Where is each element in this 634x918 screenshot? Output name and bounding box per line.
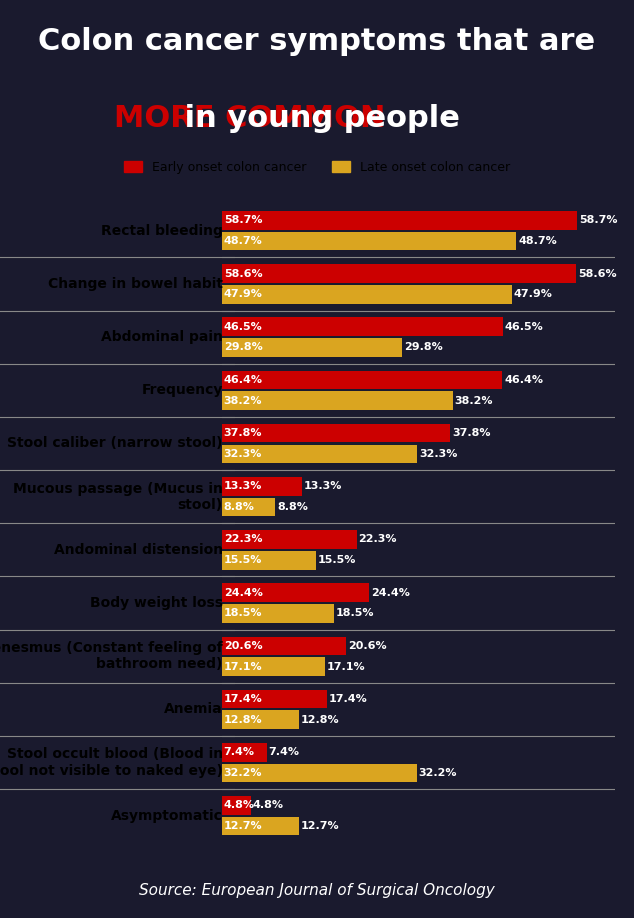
Text: Stool occult blood (Blood in
stool not visible to naked eye): Stool occult blood (Blood in stool not v… xyxy=(0,747,223,778)
Bar xyxy=(222,531,357,549)
Bar xyxy=(222,498,275,516)
Text: 8.8%: 8.8% xyxy=(277,502,307,512)
Text: Abdominal pain: Abdominal pain xyxy=(101,330,223,344)
Bar xyxy=(222,232,517,251)
Text: 12.8%: 12.8% xyxy=(224,715,262,725)
Text: 18.5%: 18.5% xyxy=(335,609,374,619)
Text: 15.5%: 15.5% xyxy=(224,555,262,565)
Text: 20.6%: 20.6% xyxy=(224,641,262,651)
Text: 47.9%: 47.9% xyxy=(224,289,262,299)
Text: 46.5%: 46.5% xyxy=(224,321,262,331)
Text: Andominal distension: Andominal distension xyxy=(54,543,223,557)
Text: 38.2%: 38.2% xyxy=(455,396,493,406)
Text: 32.2%: 32.2% xyxy=(418,768,457,778)
Bar xyxy=(222,711,299,729)
Bar xyxy=(222,636,346,655)
Text: Tenesmus (Constant feeling of
bathroom need): Tenesmus (Constant feeling of bathroom n… xyxy=(0,641,223,671)
Text: Asymptomatic: Asymptomatic xyxy=(111,809,223,823)
Bar xyxy=(222,371,503,389)
Text: 12.8%: 12.8% xyxy=(301,715,340,725)
Text: 46.5%: 46.5% xyxy=(505,321,544,331)
Text: 48.7%: 48.7% xyxy=(224,236,262,246)
Text: Source: European Journal of Surgical Oncology: Source: European Journal of Surgical Onc… xyxy=(139,883,495,898)
Text: Colon cancer symptoms that are: Colon cancer symptoms that are xyxy=(39,27,595,56)
Bar xyxy=(222,444,417,464)
Text: 15.5%: 15.5% xyxy=(318,555,356,565)
Text: Body weight loss: Body weight loss xyxy=(90,596,223,610)
Text: 7.4%: 7.4% xyxy=(268,747,299,757)
Bar xyxy=(222,424,451,442)
Bar xyxy=(222,604,333,622)
Bar xyxy=(222,657,325,676)
Bar xyxy=(222,817,299,835)
Text: Rectal bleeding: Rectal bleeding xyxy=(101,224,223,238)
Bar xyxy=(222,391,453,410)
Text: in young people: in young people xyxy=(174,105,460,133)
Text: 17.4%: 17.4% xyxy=(224,694,262,704)
Text: 22.3%: 22.3% xyxy=(359,534,397,544)
Bar xyxy=(222,743,267,762)
Text: 22.3%: 22.3% xyxy=(224,534,262,544)
Text: 4.8%: 4.8% xyxy=(253,800,284,811)
Bar xyxy=(222,796,251,814)
Bar xyxy=(222,264,576,283)
Text: 32.3%: 32.3% xyxy=(419,449,457,459)
Text: 46.4%: 46.4% xyxy=(504,375,543,385)
Text: 29.8%: 29.8% xyxy=(224,342,262,353)
Text: 47.9%: 47.9% xyxy=(514,289,552,299)
Text: Frequency: Frequency xyxy=(141,384,223,397)
Bar xyxy=(222,285,512,304)
Text: 7.4%: 7.4% xyxy=(224,747,255,757)
Text: 46.4%: 46.4% xyxy=(224,375,262,385)
Text: 17.1%: 17.1% xyxy=(327,662,366,672)
Text: 13.3%: 13.3% xyxy=(224,481,262,491)
Text: 17.4%: 17.4% xyxy=(329,694,368,704)
Text: 29.8%: 29.8% xyxy=(404,342,443,353)
Text: 12.7%: 12.7% xyxy=(301,822,339,831)
Text: 38.2%: 38.2% xyxy=(224,396,262,406)
Text: 24.4%: 24.4% xyxy=(224,588,262,598)
Bar xyxy=(222,689,327,709)
Text: Mucous passage (Mucus in
stool): Mucous passage (Mucus in stool) xyxy=(13,482,223,511)
Bar xyxy=(222,477,302,496)
Text: Anemia: Anemia xyxy=(164,702,223,716)
Text: 58.7%: 58.7% xyxy=(224,216,262,225)
Legend: Early onset colon cancer, Late onset colon cancer: Early onset colon cancer, Late onset col… xyxy=(124,161,510,174)
Bar xyxy=(222,318,503,336)
Text: 18.5%: 18.5% xyxy=(224,609,262,619)
Text: 58.6%: 58.6% xyxy=(224,269,262,278)
Text: 20.6%: 20.6% xyxy=(348,641,387,651)
Text: 32.3%: 32.3% xyxy=(224,449,262,459)
Text: 13.3%: 13.3% xyxy=(304,481,342,491)
Bar xyxy=(222,551,316,569)
Text: 37.8%: 37.8% xyxy=(452,428,491,438)
Text: 48.7%: 48.7% xyxy=(518,236,557,246)
Text: Change in bowel habit: Change in bowel habit xyxy=(48,277,223,291)
Bar xyxy=(222,338,402,357)
Text: 58.6%: 58.6% xyxy=(578,269,617,278)
Bar xyxy=(222,764,417,782)
Text: MORE COMMON: MORE COMMON xyxy=(114,105,385,133)
Text: 37.8%: 37.8% xyxy=(224,428,262,438)
Bar xyxy=(222,211,577,230)
Text: 24.4%: 24.4% xyxy=(372,588,410,598)
Text: 17.1%: 17.1% xyxy=(224,662,262,672)
Text: Stool caliber (narrow stool): Stool caliber (narrow stool) xyxy=(8,436,223,451)
Text: 12.7%: 12.7% xyxy=(224,822,262,831)
Text: 8.8%: 8.8% xyxy=(224,502,255,512)
Text: 32.2%: 32.2% xyxy=(224,768,262,778)
Text: 58.7%: 58.7% xyxy=(579,216,617,225)
Bar xyxy=(222,583,370,602)
Text: 4.8%: 4.8% xyxy=(224,800,255,811)
